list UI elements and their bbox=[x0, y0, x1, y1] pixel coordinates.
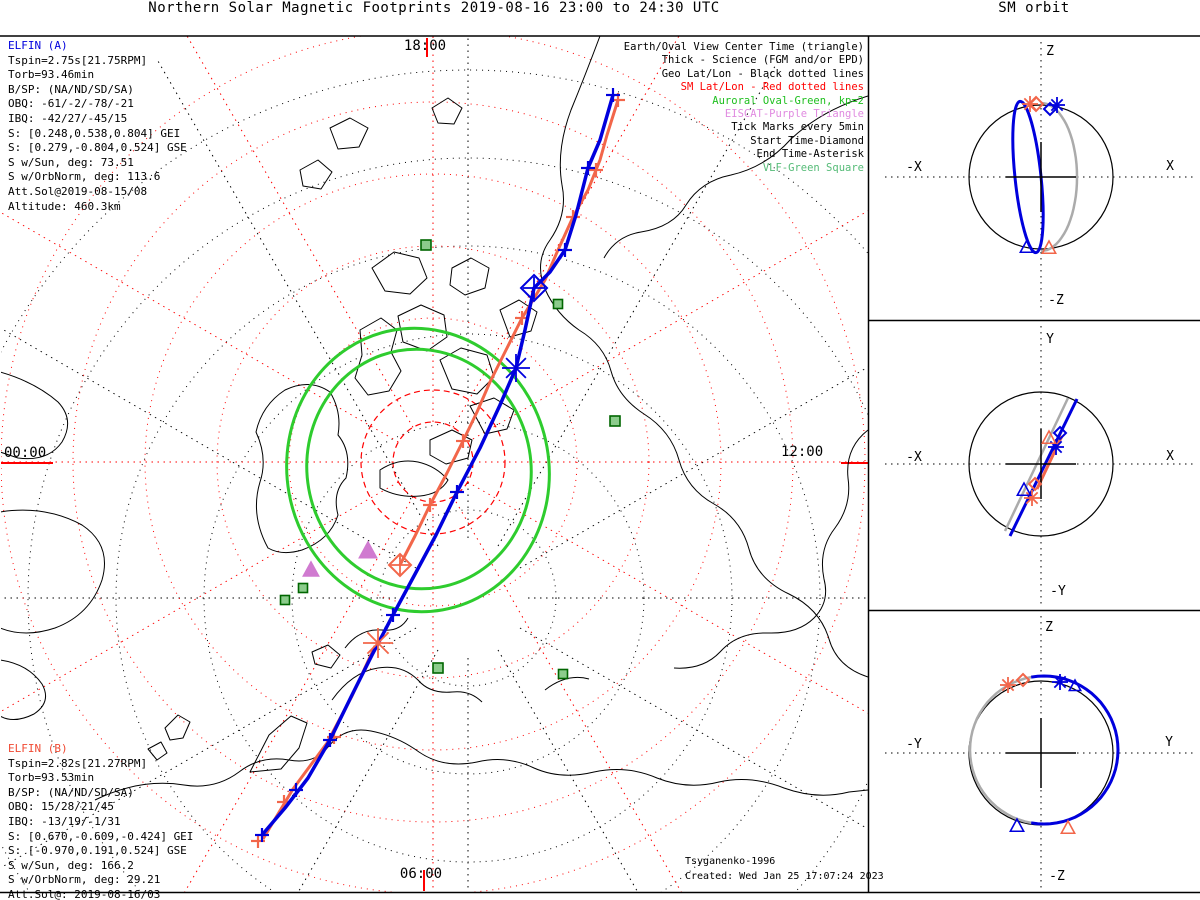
axis-label-left: -Y bbox=[906, 737, 922, 752]
vlf-square bbox=[432, 662, 444, 674]
axis-label-right: Y bbox=[1165, 735, 1173, 750]
asterisk-marker bbox=[1052, 674, 1068, 690]
elfin-a-start-diamond bbox=[519, 273, 549, 303]
axis-label-top: Z bbox=[1045, 620, 1053, 635]
vlf-square bbox=[297, 582, 309, 594]
vlf-square bbox=[420, 239, 432, 251]
info-line: IBQ: -42/27/-45/15 bbox=[8, 111, 128, 125]
axis-label-bottom: -Y bbox=[1050, 584, 1066, 599]
info-line: S: [0.279,-0.804,0.524] GSE bbox=[8, 141, 187, 155]
figure-title: Northern Solar Magnetic Footprints 2019-… bbox=[148, 0, 720, 16]
legend-item: SM Lat/Lon - Red dotted lines bbox=[680, 81, 864, 94]
legend-item: Auroral Oval-Green, kp=2 bbox=[712, 94, 864, 107]
sm-orbit-yz bbox=[885, 616, 1194, 888]
info-line: Altitude: 460.3km bbox=[8, 199, 121, 213]
info-line: Torb=93.53min bbox=[8, 771, 95, 785]
elfin-a-footprint bbox=[255, 88, 620, 842]
earth-circle bbox=[968, 391, 1114, 537]
sm-orbit-title: SM orbit bbox=[998, 0, 1070, 16]
created-timestamp: Created: Wed Jan 25 17:07:24 2023 bbox=[685, 871, 884, 882]
info-line: S: [0.670,-0.609,-0.424] GEI bbox=[8, 829, 194, 843]
triangle-marker bbox=[1060, 819, 1076, 835]
sm-orbit-xy bbox=[885, 326, 1194, 604]
axis-label-left: -X bbox=[906, 160, 922, 175]
coastlines bbox=[1, 36, 868, 801]
mlt-label-12: 12:00 bbox=[781, 444, 824, 460]
diamond-marker bbox=[1027, 476, 1043, 492]
triangle-marker bbox=[1041, 239, 1057, 255]
asterisk-marker bbox=[1000, 677, 1016, 693]
info-line: Att.Sol@: 2019-08-16/03 bbox=[8, 887, 161, 900]
info-line: Tspin=2.82s[21.27RPM] bbox=[8, 756, 148, 770]
info-line: S w/OrbNorm, deg: 113.6 bbox=[8, 170, 161, 184]
info-line: B/SP: (NA/ND/SD/SA) bbox=[8, 785, 134, 799]
axis-label-left: -X bbox=[906, 450, 922, 465]
axis-label-top: Z bbox=[1046, 44, 1054, 59]
mlt-label-00: 00:00 bbox=[4, 445, 47, 461]
mlt-label-06: 06:00 bbox=[399, 866, 443, 882]
axis-label-top: Y bbox=[1046, 332, 1054, 347]
satellite-label: ELFIN (A) bbox=[8, 39, 68, 52]
vlf-square bbox=[609, 415, 621, 427]
asterisk-marker bbox=[1024, 490, 1040, 506]
triangle-marker bbox=[1067, 678, 1083, 692]
triangle-marker bbox=[1009, 817, 1025, 833]
axis-label-right: X bbox=[1166, 449, 1174, 464]
elfin-a-end-asterisk bbox=[502, 354, 530, 382]
axis-label-bottom: -Z bbox=[1048, 293, 1064, 308]
info-line: OBQ: 15/28/21/45 bbox=[8, 800, 114, 814]
polar-map bbox=[1, 36, 868, 892]
axis-label-right: X bbox=[1166, 159, 1174, 174]
legend-item: Geo Lat/Lon - Black dotted lines bbox=[661, 67, 864, 80]
legend: Earth/Oval View Center Time (triangle) Th… bbox=[624, 41, 864, 175]
legend-item: End Time-Asterisk bbox=[756, 148, 864, 161]
info-line: Torb=93.46min bbox=[8, 68, 95, 82]
info-line: IBQ: -13/19/-1/31 bbox=[8, 814, 121, 828]
diamond-marker bbox=[1052, 425, 1068, 441]
triangle-marker bbox=[1041, 429, 1057, 445]
elfin-b-end-asterisk bbox=[363, 628, 393, 658]
sm-orbit-xz bbox=[885, 42, 1194, 312]
elfin-a-info-block: ELFIN (A) Tspin=2.75s[21.75RPM] Torb=93.46… bbox=[8, 39, 187, 214]
diamond-marker bbox=[1027, 95, 1045, 113]
frame-lines bbox=[0, 35, 1200, 894]
asterisk-marker bbox=[1048, 439, 1064, 455]
legend-item: Thick - Science (FGM and/or EPD) bbox=[661, 54, 864, 67]
legend-item: EISCAT-Purple Triangle bbox=[724, 108, 864, 121]
triangle-marker bbox=[1019, 238, 1035, 254]
elfin-b-info-block: ELFIN (B) Tspin=2.82s[21.27RPM] Torb=93.53… bbox=[8, 742, 193, 900]
legend-item: VLF-Green Square bbox=[762, 161, 864, 174]
info-line: OBQ: -61/-2/-78/-21 bbox=[8, 97, 134, 111]
elfin-b-start-diamond bbox=[387, 552, 413, 578]
info-line: Tspin=2.75s[21.75RPM] bbox=[8, 53, 148, 67]
model-credit: Tsyganenko-1996 bbox=[685, 856, 776, 867]
vlf-square bbox=[552, 298, 564, 310]
legend-item: Earth/Oval View Center Time (triangle) bbox=[623, 41, 864, 53]
satellite-label: ELFIN (B) bbox=[8, 742, 68, 755]
eiscat-triangle bbox=[302, 560, 320, 577]
sm-grid bbox=[1, 36, 868, 892]
triangle-marker bbox=[1016, 481, 1032, 497]
auroral-oval bbox=[285, 326, 551, 614]
info-line: S: [-0.970,0.191,0.524] GSE bbox=[8, 844, 187, 858]
vlf-square bbox=[279, 594, 291, 606]
info-line: S w/Sun, deg: 73.51 bbox=[8, 155, 134, 169]
info-line: Att.Sol@2019-08-15/08 bbox=[8, 184, 148, 198]
legend-item: Start Time-Diamond bbox=[750, 134, 864, 147]
legend-item: Tick Marks every 5min bbox=[731, 121, 864, 134]
info-line: S w/Sun, deg: 166.2 bbox=[8, 858, 134, 872]
info-line: S: [0.248,0.538,0.804] GEI bbox=[8, 126, 181, 140]
diamond-marker bbox=[1042, 101, 1058, 117]
axis-label-bottom: -Z bbox=[1049, 869, 1065, 884]
geo-grid bbox=[1, 36, 868, 892]
info-line: S w/OrbNorm, deg: 29.21 bbox=[8, 873, 161, 887]
diamond-marker bbox=[1015, 672, 1031, 688]
info-line: B/SP: (NA/ND/SD/SA) bbox=[8, 82, 134, 96]
mlt-label-18: 18:00 bbox=[403, 38, 447, 54]
vlf-square bbox=[557, 668, 569, 680]
eiscat-triangle bbox=[358, 540, 378, 559]
